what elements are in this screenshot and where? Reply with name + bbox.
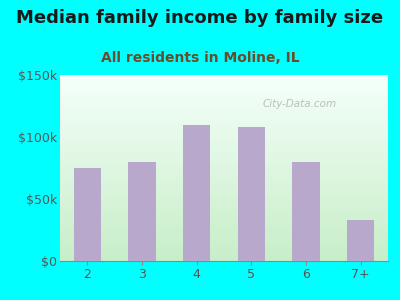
Text: City-Data.com: City-Data.com — [262, 99, 336, 109]
Bar — [347, 220, 374, 261]
Bar — [238, 127, 265, 261]
Bar — [128, 162, 156, 261]
Bar — [74, 168, 101, 261]
Bar — [183, 124, 210, 261]
Text: Median family income by family size: Median family income by family size — [16, 9, 384, 27]
Text: All residents in Moline, IL: All residents in Moline, IL — [101, 51, 299, 65]
Bar — [292, 162, 320, 261]
